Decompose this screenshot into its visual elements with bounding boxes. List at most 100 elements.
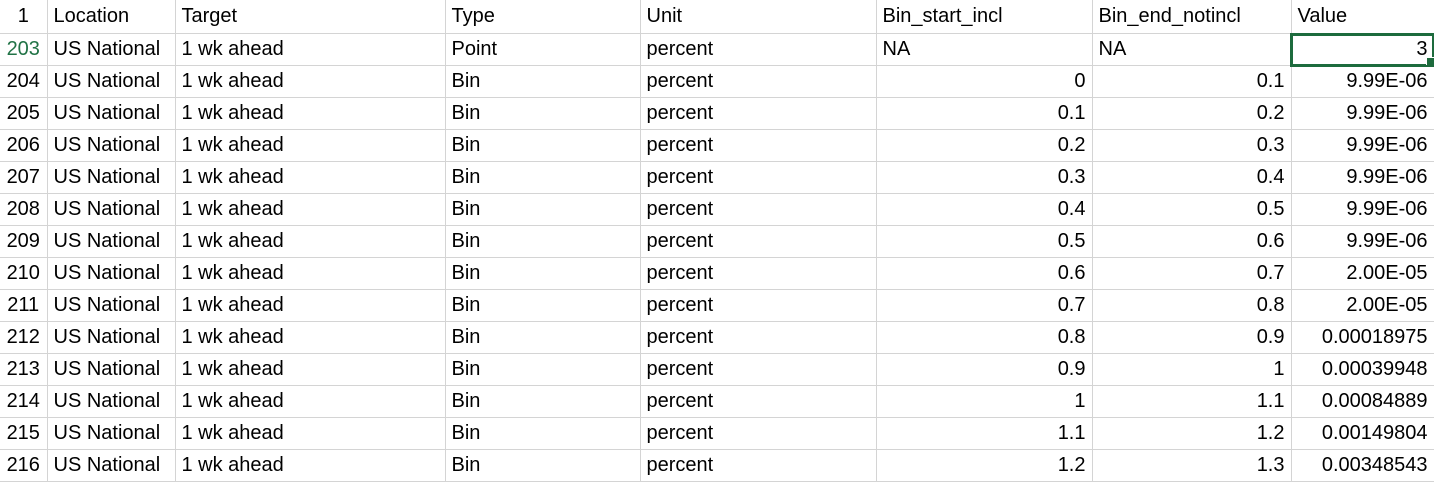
cell-unit[interactable]: percent [640, 129, 877, 162]
cell-bin-start[interactable]: 0 [876, 65, 1093, 98]
cell-unit[interactable]: percent [640, 97, 877, 130]
row-number[interactable]: 216 [0, 449, 48, 482]
cell-bin-start[interactable]: 0.8 [876, 321, 1093, 354]
cell-value[interactable]: 9.99E-06 [1291, 193, 1434, 226]
cell-value[interactable]: 0.00039948 [1291, 353, 1434, 386]
cell-value[interactable]: 9.99E-06 [1291, 129, 1434, 162]
cell-type[interactable]: Bin [445, 449, 641, 482]
cell-bin-start[interactable]: 0.4 [876, 193, 1093, 226]
cell-bin-end[interactable]: 0.5 [1092, 193, 1292, 226]
cell-value[interactable]: 0.00084889 [1291, 385, 1434, 418]
cell-bin-end[interactable]: 0.2 [1092, 97, 1292, 130]
header-type[interactable]: Type [445, 0, 641, 34]
cell-bin-end[interactable]: 0.3 [1092, 129, 1292, 162]
cell-bin-end[interactable]: 0.8 [1092, 289, 1292, 322]
cell-target[interactable]: 1 wk ahead [175, 129, 446, 162]
cell-type[interactable]: Bin [445, 417, 641, 450]
cell-unit[interactable]: percent [640, 161, 877, 194]
row-number[interactable]: 203 [0, 33, 48, 66]
cell-value[interactable]: 0.00018975 [1291, 321, 1434, 354]
cell-type[interactable]: Bin [445, 353, 641, 386]
row-number[interactable]: 213 [0, 353, 48, 386]
cell-target[interactable]: 1 wk ahead [175, 161, 446, 194]
cell-bin-start[interactable]: 1.1 [876, 417, 1093, 450]
cell-unit[interactable]: percent [640, 65, 877, 98]
row-number[interactable]: 208 [0, 193, 48, 226]
cell-value[interactable]: 2.00E-05 [1291, 289, 1434, 322]
cell-type[interactable]: Bin [445, 129, 641, 162]
fill-handle[interactable] [1425, 57, 1433, 65]
cell-location[interactable]: US National [47, 417, 176, 450]
cell-type[interactable]: Bin [445, 225, 641, 258]
cell-location[interactable]: US National [47, 353, 176, 386]
cell-value[interactable]: 9.99E-06 [1291, 65, 1434, 98]
row-number[interactable]: 1 [0, 0, 48, 34]
cell-bin-start[interactable]: 1 [876, 385, 1093, 418]
row-number[interactable]: 207 [0, 161, 48, 194]
cell-location[interactable]: US National [47, 257, 176, 290]
cell-bin-start[interactable]: 0.9 [876, 353, 1093, 386]
cell-target[interactable]: 1 wk ahead [175, 289, 446, 322]
cell-value[interactable]: 0.00348543 [1291, 449, 1434, 482]
cell-location[interactable]: US National [47, 449, 176, 482]
cell-location[interactable]: US National [47, 161, 176, 194]
cell-type[interactable]: Bin [445, 257, 641, 290]
cell-bin-end[interactable]: 0.7 [1092, 257, 1292, 290]
header-value[interactable]: Value [1291, 0, 1434, 34]
cell-location[interactable]: US National [47, 65, 176, 98]
cell-type[interactable]: Bin [445, 97, 641, 130]
cell-bin-start[interactable]: 1.2 [876, 449, 1093, 482]
cell-bin-end[interactable]: 0.1 [1092, 65, 1292, 98]
header-location[interactable]: Location [47, 0, 176, 34]
cell-bin-end[interactable]: 0.9 [1092, 321, 1292, 354]
cell-target[interactable]: 1 wk ahead [175, 385, 446, 418]
cell-unit[interactable]: percent [640, 417, 877, 450]
cell-target[interactable]: 1 wk ahead [175, 417, 446, 450]
cell-type[interactable]: Bin [445, 385, 641, 418]
cell-type[interactable]: Point [445, 33, 641, 66]
cell-target[interactable]: 1 wk ahead [175, 33, 446, 66]
cell-bin-start[interactable]: NA [876, 33, 1093, 66]
cell-location[interactable]: US National [47, 385, 176, 418]
cell-target[interactable]: 1 wk ahead [175, 353, 446, 386]
row-number[interactable]: 212 [0, 321, 48, 354]
cell-type[interactable]: Bin [445, 65, 641, 98]
cell-bin-end[interactable]: NA [1092, 33, 1292, 66]
cell-bin-start[interactable]: 0.7 [876, 289, 1093, 322]
cell-location[interactable]: US National [47, 193, 176, 226]
row-number[interactable]: 209 [0, 225, 48, 258]
cell-bin-end[interactable]: 0.6 [1092, 225, 1292, 258]
cell-type[interactable]: Bin [445, 161, 641, 194]
cell-location[interactable]: US National [47, 289, 176, 322]
cell-location[interactable]: US National [47, 97, 176, 130]
cell-target[interactable]: 1 wk ahead [175, 193, 446, 226]
row-number[interactable]: 210 [0, 257, 48, 290]
row-number[interactable]: 206 [0, 129, 48, 162]
cell-location[interactable]: US National [47, 321, 176, 354]
cell-type[interactable]: Bin [445, 193, 641, 226]
cell-unit[interactable]: percent [640, 353, 877, 386]
cell-unit[interactable]: percent [640, 321, 877, 354]
cell-bin-end[interactable]: 0.4 [1092, 161, 1292, 194]
cell-value[interactable]: 9.99E-06 [1291, 161, 1434, 194]
cell-value[interactable]: 0.00149804 [1291, 417, 1434, 450]
cell-target[interactable]: 1 wk ahead [175, 257, 446, 290]
cell-bin-start[interactable]: 0.3 [876, 161, 1093, 194]
row-number[interactable]: 211 [0, 289, 48, 322]
cell-location[interactable]: US National [47, 225, 176, 258]
cell-unit[interactable]: percent [640, 257, 877, 290]
cell-target[interactable]: 1 wk ahead [175, 321, 446, 354]
cell-location[interactable]: US National [47, 33, 176, 66]
row-number[interactable]: 205 [0, 97, 48, 130]
cell-bin-end[interactable]: 1 [1092, 353, 1292, 386]
cell-location[interactable]: US National [47, 129, 176, 162]
cell-bin-start[interactable]: 0.2 [876, 129, 1093, 162]
cell-value[interactable]: 2.00E-05 [1291, 257, 1434, 290]
row-number[interactable]: 204 [0, 65, 48, 98]
cell-target[interactable]: 1 wk ahead [175, 97, 446, 130]
cell-value[interactable]: 3 [1290, 32, 1434, 67]
cell-type[interactable]: Bin [445, 321, 641, 354]
header-unit[interactable]: Unit [640, 0, 877, 34]
cell-bin-start[interactable]: 0.5 [876, 225, 1093, 258]
